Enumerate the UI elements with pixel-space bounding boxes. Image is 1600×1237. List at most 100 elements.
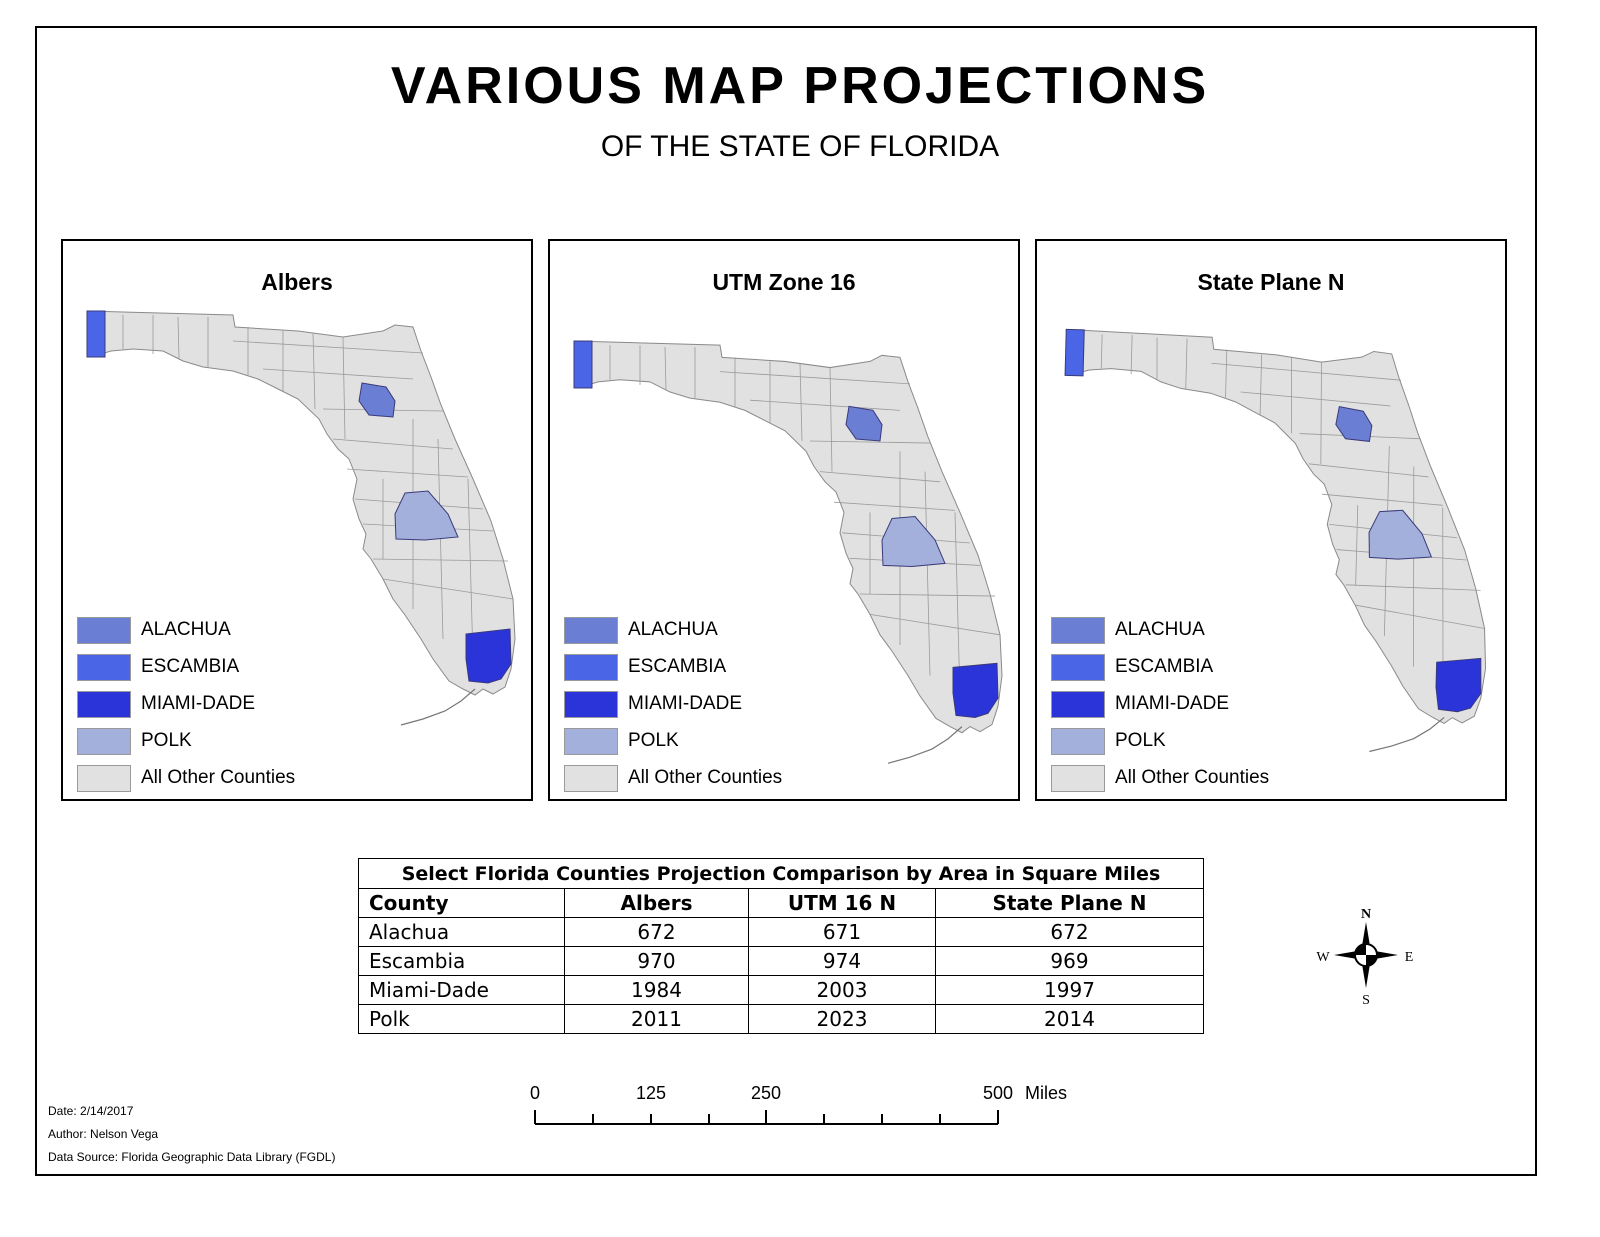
florida-keys [1369,716,1445,753]
legend-swatch [77,617,131,644]
scale-label: 125 [636,1083,666,1103]
map-layout-frame [35,26,1537,1176]
table-cell: 1984 [564,975,749,1005]
panel-title: Albers [261,269,333,295]
compass-south-label: S [1362,993,1370,1008]
legend-swatch [564,728,618,755]
compass-rose-icon: N S W E [1316,907,1414,1008]
scale-label: 0 [530,1083,540,1103]
map-panel-albers: Albers ALACHUA ESCAMBIA MIAMI-DADE POLK … [61,239,533,801]
table-row: Polk 2011 2023 2014 [358,1004,1204,1034]
map-panel-utm: UTM Zone 16 ALACHUA ESCAMBIA MIAMI-DADE … [548,239,1020,801]
column-header-state-plane: State Plane N [935,888,1204,918]
legend-label: POLK [141,730,192,751]
table-cell: 2011 [564,1004,749,1034]
legend-label: MIAMI-DADE [628,693,742,714]
column-header-county: County [358,888,565,918]
legend-label: ALACHUA [628,619,718,640]
florida-map-state-plane [1064,328,1487,753]
legend-label: ESCAMBIA [1115,656,1214,677]
florida-map-albers [86,310,516,726]
legend-swatch [1051,617,1105,644]
table-cell: Escambia [358,946,565,976]
table-cell: 974 [748,946,936,976]
scale-label: 250 [751,1083,781,1103]
map-panel-state-plane: State Plane N ALACHUA ESCAMBIA MIAMI-DAD… [1035,239,1507,801]
county-polk [394,490,459,541]
legend-swatch [1051,728,1105,755]
legend-swatch [564,765,618,792]
area-comparison-table: Select Florida Counties Projection Compa… [358,858,1204,1034]
compass-east-label: E [1405,950,1414,965]
source-text: Data Source: Florida Geographic Data Lib… [48,1150,336,1164]
legend-swatch [77,691,131,718]
table-cell: 672 [564,917,749,947]
legend-label: POLK [628,730,679,751]
florida-keys [400,688,476,726]
florida-keys [887,726,963,764]
column-header-albers: Albers [564,888,749,918]
legend-label: POLK [1115,730,1166,751]
legend-label: All Other Counties [141,767,296,788]
table-cell: Miami-Dade [358,975,565,1005]
table-row: Miami-Dade 1984 2003 1997 [358,975,1204,1005]
table-cell: 970 [564,946,749,976]
legend-label: ALACHUA [1115,619,1205,640]
table-cell: 1997 [935,975,1204,1005]
table-cell: 2023 [748,1004,936,1034]
county-escambia [573,340,593,389]
florida-outline [1065,328,1487,725]
county-miami-dade [465,628,512,684]
legend-swatch [564,654,618,681]
table-row: Alachua 672 671 672 [358,917,1204,947]
scale-unit: Miles [1025,1083,1067,1103]
table-cell: 969 [935,946,1204,976]
county-polk [1368,509,1433,560]
county-alachua [1335,406,1373,442]
table-caption: Select Florida Counties Projection Compa… [358,858,1204,889]
panel-title: UTM Zone 16 [712,269,856,295]
table-cell: Polk [358,1004,565,1034]
county-alachua [358,382,396,418]
author-text: Author: Nelson Vega [48,1127,159,1141]
county-miami-dade [952,662,999,718]
legend-label: All Other Counties [1115,767,1270,788]
florida-outline [86,310,516,696]
legend-swatch [564,617,618,644]
legend-label: ESCAMBIA [628,656,727,677]
legend-swatch [77,728,131,755]
legend-swatch [77,765,131,792]
legend-label: ESCAMBIA [141,656,240,677]
florida-map-utm [573,340,1003,764]
legend-swatch [564,691,618,718]
subtitle: OF THE STATE OF FLORIDA [600,130,1000,163]
legend-label: MIAMI-DADE [1115,693,1229,714]
county-alachua [845,405,883,442]
florida-outline [573,340,1003,734]
panel-title: State Plane N [1197,269,1345,295]
legend-swatch [77,654,131,681]
scale-bar: 0 125 250 500 Miles [530,1083,1067,1125]
legend-label: MIAMI-DADE [141,693,255,714]
date-text: Date: 2/14/2017 [48,1104,134,1118]
scale-label: 500 [983,1083,1013,1103]
table-cell: 672 [935,917,1204,947]
legend-swatch [1051,691,1105,718]
legend-swatch [1051,765,1105,792]
county-escambia [1064,328,1085,377]
county-escambia [86,310,106,358]
legend-label: All Other Counties [628,767,783,788]
legend-label: ALACHUA [141,619,231,640]
table-cell: 2014 [935,1004,1204,1034]
compass-west-label: W [1316,950,1330,965]
county-miami-dade [1435,657,1482,713]
table-cell: 671 [748,917,936,947]
table-header-row: County Albers UTM 16 N State Plane N [358,888,1204,918]
county-polk [881,515,946,567]
table-cell: Alachua [358,917,565,947]
legend-swatch [1051,654,1105,681]
table-row: Escambia 970 974 969 [358,946,1204,976]
table-cell: 2003 [748,975,936,1005]
main-title: VARIOUS MAP PROJECTIONS [390,57,1210,115]
column-header-utm: UTM 16 N [748,888,936,918]
